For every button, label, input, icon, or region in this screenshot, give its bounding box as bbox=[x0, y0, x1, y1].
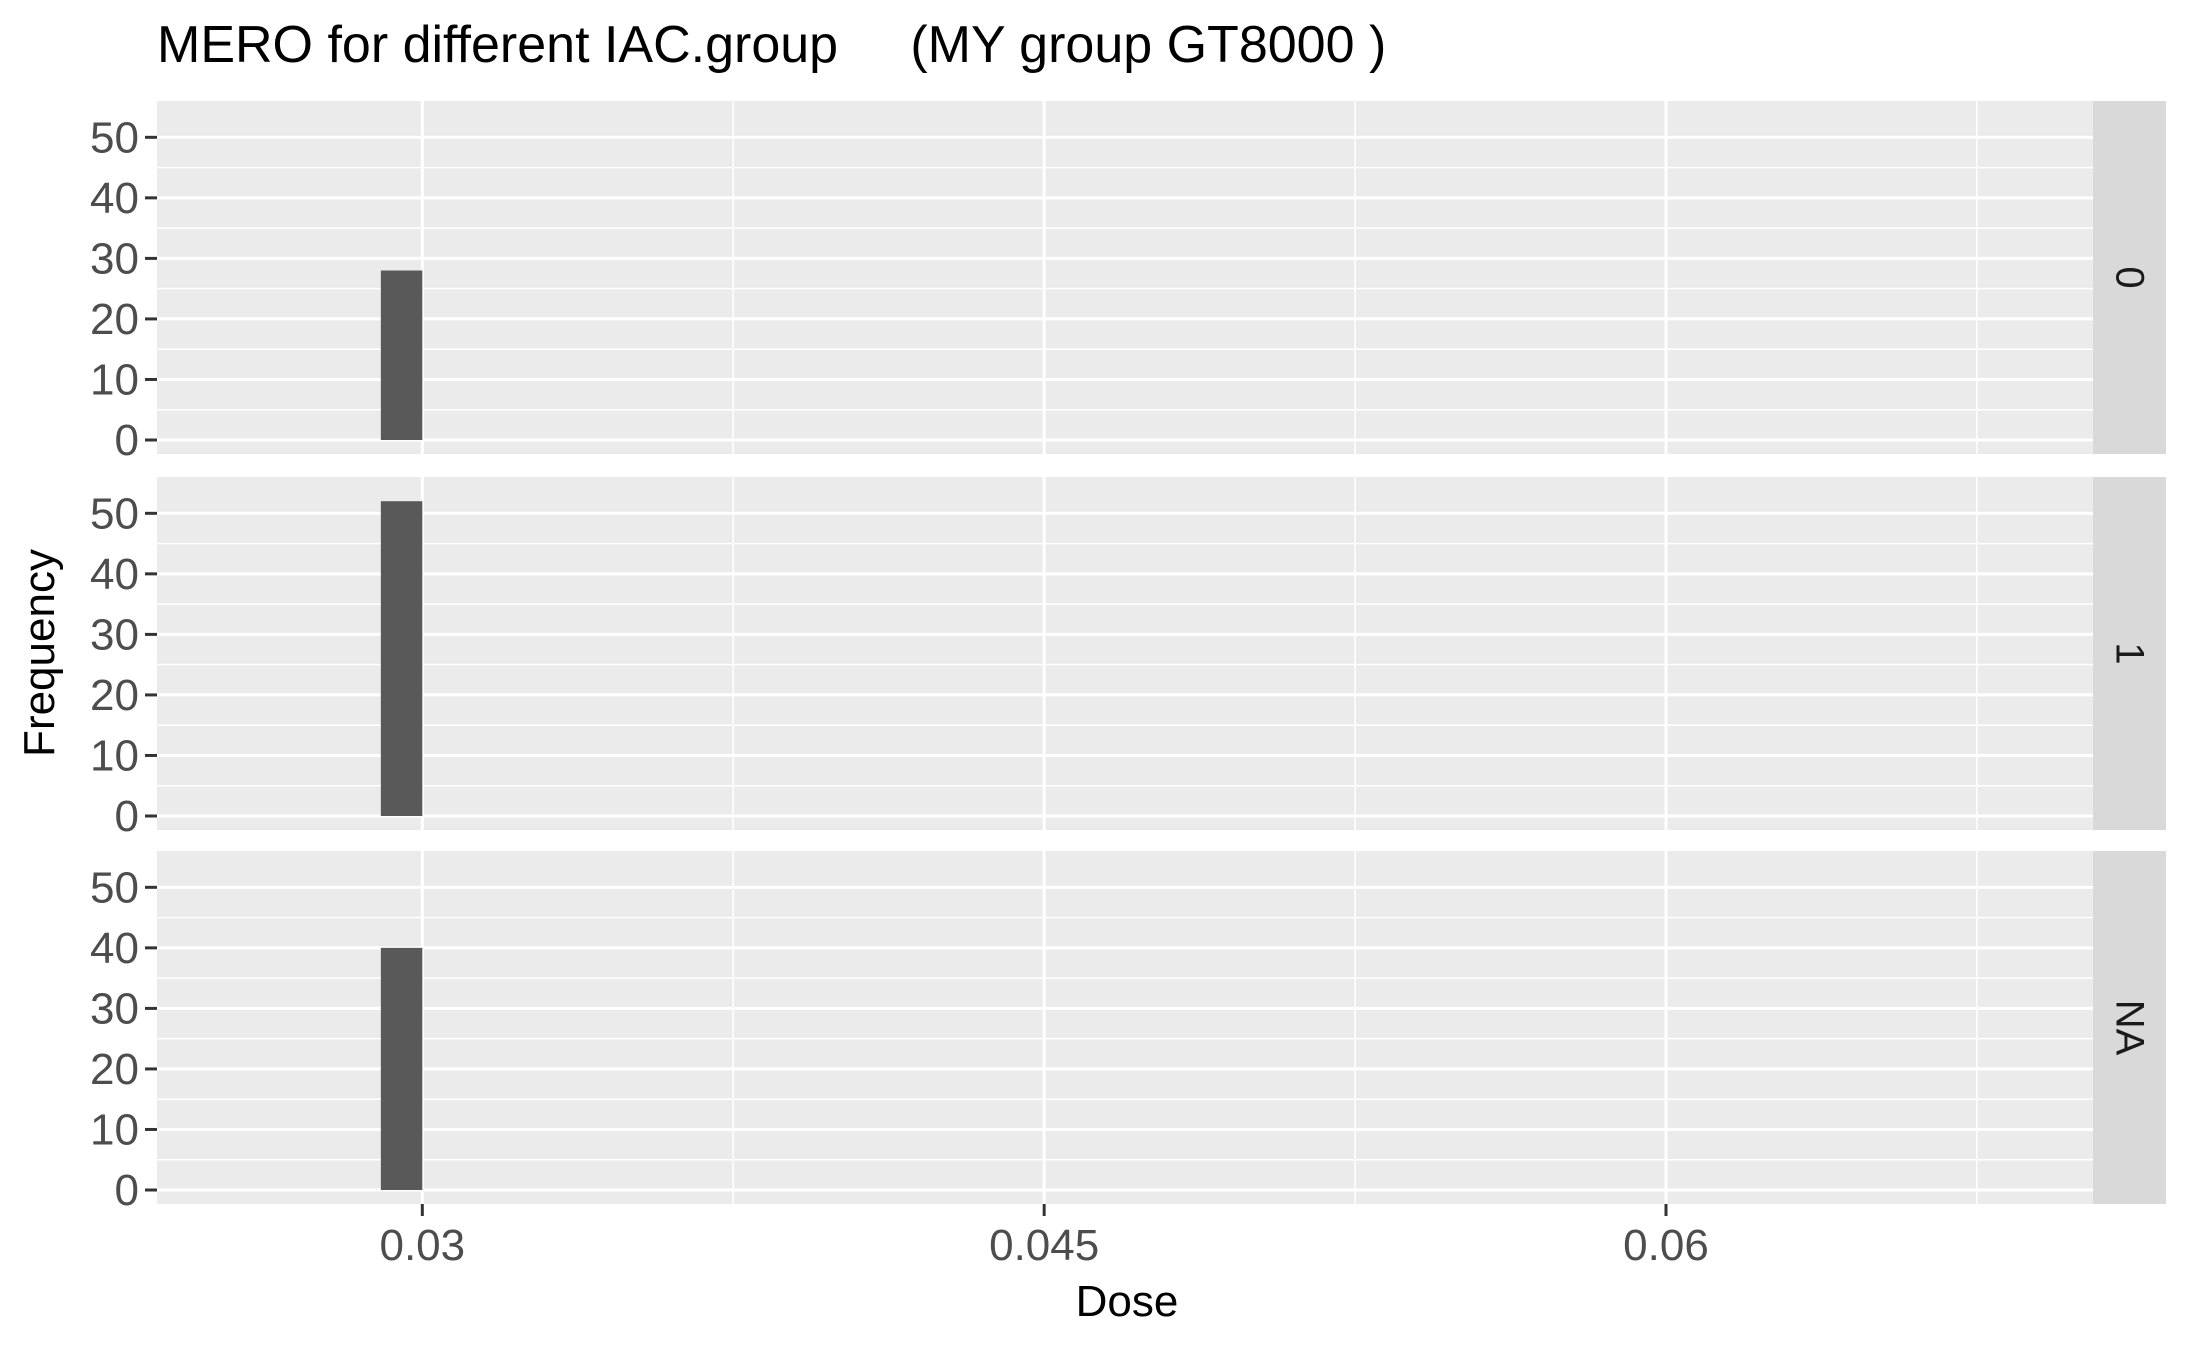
histogram-bar bbox=[380, 947, 423, 1190]
y-tick-label: 10 bbox=[90, 731, 139, 780]
x-tick-label: 0.06 bbox=[1623, 1221, 1709, 1270]
histogram-bar bbox=[380, 501, 423, 816]
y-tick-label: 40 bbox=[90, 174, 139, 223]
facet-strip bbox=[2093, 101, 2166, 454]
y-tick-label: 50 bbox=[90, 863, 139, 912]
y-tick-label: 30 bbox=[90, 234, 139, 283]
facet-strip-label: 1 bbox=[2108, 642, 2152, 664]
panel-background bbox=[157, 477, 2093, 830]
y-tick-label: 50 bbox=[90, 489, 139, 538]
y-tick-label: 10 bbox=[90, 1105, 139, 1154]
y-tick-label: 10 bbox=[90, 355, 139, 404]
y-tick-label: 0 bbox=[115, 792, 139, 841]
facet-strip-label: NA bbox=[2108, 1000, 2152, 1056]
y-tick-label: 0 bbox=[115, 1166, 139, 1215]
y-tick-label: 0 bbox=[115, 416, 139, 465]
facet-strip bbox=[2093, 477, 2166, 830]
facet-strip-label: 0 bbox=[2108, 266, 2152, 288]
x-axis-title: Dose bbox=[1076, 1277, 1179, 1326]
y-tick-label: 20 bbox=[90, 295, 139, 344]
chart-title: MERO for different IAC.group (MY group G… bbox=[157, 16, 1386, 74]
y-tick-label: 20 bbox=[90, 671, 139, 720]
facet-panel-0: 0 10 20 30 40 50 0 bbox=[90, 101, 2166, 465]
panel-background bbox=[157, 101, 2093, 454]
facet-strip bbox=[2093, 851, 2166, 1204]
y-tick-label: 40 bbox=[90, 550, 139, 599]
y-tick-label: 20 bbox=[90, 1045, 139, 1094]
x-tick-label: 0.03 bbox=[379, 1221, 465, 1270]
y-tick-label: 50 bbox=[90, 113, 139, 162]
y-tick-label: 30 bbox=[90, 984, 139, 1033]
y-tick-label: 30 bbox=[90, 610, 139, 659]
y-tick-label: 40 bbox=[90, 924, 139, 973]
facet-panel-NA: 0 10 20 30 40 50 NA bbox=[90, 851, 2166, 1215]
x-axis: 0.03 0.045 0.06 bbox=[379, 1204, 1709, 1270]
y-axis-title: Frequency bbox=[15, 549, 64, 757]
panel-background bbox=[157, 851, 2093, 1204]
x-tick-label: 0.045 bbox=[989, 1221, 1099, 1270]
facet-panel-1: 0 10 20 30 40 50 1 bbox=[90, 477, 2166, 841]
histogram-bar bbox=[380, 270, 423, 440]
